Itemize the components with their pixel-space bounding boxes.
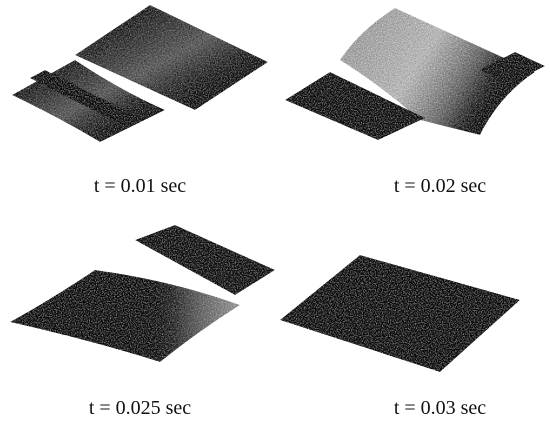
caption: t = 0.02 sec [394,175,486,197]
caption: t = 0.03 sec [394,397,486,419]
caption: t = 0.01 sec [94,175,186,197]
panel-1-image [12,5,268,142]
figure: t = 0.01 sec t = 0.02 sec t = 0.025 sec … [0,0,550,425]
panel-2-image [285,8,545,140]
panel-3-image [10,225,275,362]
caption: t = 0.025 sec [89,397,191,419]
panel-4-image [280,255,520,372]
